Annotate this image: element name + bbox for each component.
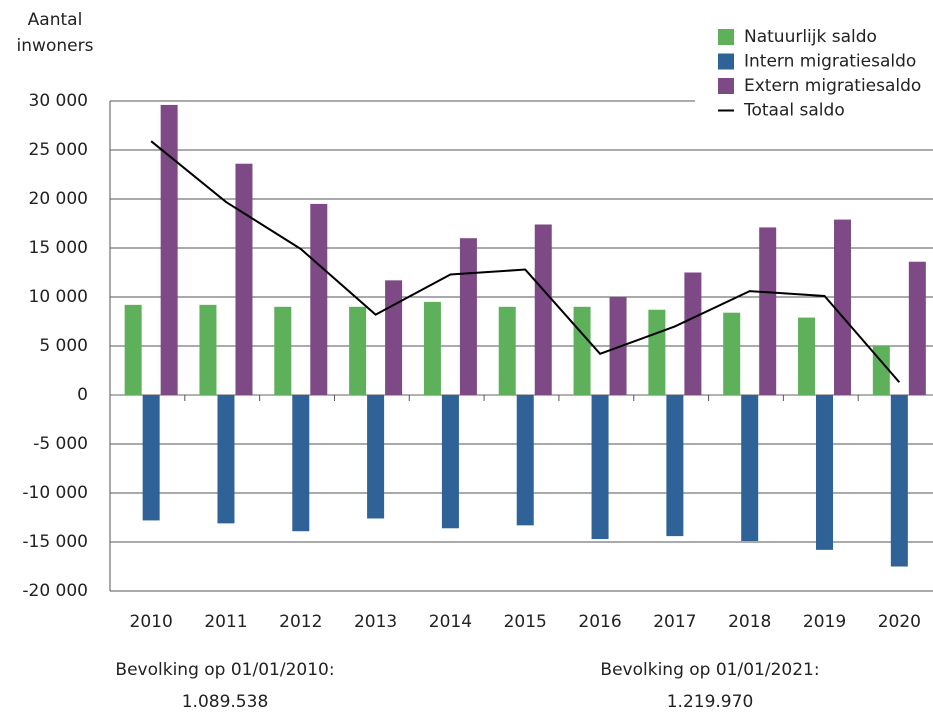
bar <box>816 395 834 550</box>
bar <box>385 280 403 395</box>
y-tick-label: -10 000 <box>22 483 88 503</box>
x-tick-label: 2018 <box>728 612 771 632</box>
bar <box>160 104 178 396</box>
bar <box>367 395 385 519</box>
legend-label: Natuurlijk saldo <box>744 27 877 47</box>
y-tick-label: 5 000 <box>39 336 88 356</box>
x-tick-label: 2019 <box>803 612 846 632</box>
y-tick-label: 25 000 <box>29 140 88 160</box>
bar <box>591 395 609 540</box>
legend-label: Extern migratiesaldo <box>744 76 921 96</box>
annotation: Bevolking op 01/01/2010: <box>115 660 334 680</box>
bar <box>423 301 441 395</box>
legend-label: Intern migratiesaldo <box>744 52 916 72</box>
x-tick-label: 2012 <box>279 612 322 632</box>
bar <box>235 163 253 395</box>
bar <box>684 272 702 395</box>
x-tick-label: 2013 <box>354 612 397 632</box>
x-tick-label: 2010 <box>130 612 173 632</box>
bar <box>872 346 890 395</box>
bar <box>292 395 310 532</box>
bar <box>498 306 516 395</box>
annotation: Bevolking op 01/01/2021: <box>600 660 819 680</box>
y-tick-label: -20 000 <box>22 581 88 601</box>
bar <box>534 224 552 395</box>
bar <box>459 238 477 395</box>
bar <box>199 304 217 395</box>
y-tick-label: 0 <box>77 385 88 405</box>
bar <box>516 395 534 526</box>
y-tick-label: -15 000 <box>22 532 88 552</box>
y-tick-label: 15 000 <box>29 238 88 258</box>
bar <box>142 395 160 521</box>
y-tick-label: 30 000 <box>29 91 88 111</box>
x-tick-label: 2014 <box>429 612 472 632</box>
bar <box>908 261 926 395</box>
x-tick-label: 2017 <box>653 612 696 632</box>
bar <box>723 312 741 395</box>
legend-label: Totaal saldo <box>743 101 845 121</box>
legend-background <box>695 18 933 126</box>
y-axis-label: Aantal <box>28 10 83 30</box>
bar <box>666 395 684 537</box>
line <box>150 140 901 383</box>
legend-swatch <box>718 53 734 70</box>
x-tick-label: 2015 <box>504 612 547 632</box>
bar <box>274 306 292 395</box>
legend-swatch <box>718 78 734 94</box>
y-tick-label: 10 000 <box>29 287 88 307</box>
x-tick-label: 2016 <box>578 612 621 632</box>
bar <box>441 395 459 529</box>
bar <box>759 227 777 395</box>
bar <box>124 304 142 395</box>
annotation: 1.219.970 <box>667 692 754 712</box>
bar <box>648 309 666 395</box>
x-tick-label: 2020 <box>878 612 921 632</box>
y-tick-label: -5 000 <box>33 434 88 454</box>
x-tick-label: 2011 <box>204 612 247 632</box>
bar <box>217 395 235 524</box>
bar <box>890 395 908 567</box>
bar <box>834 219 852 395</box>
y-tick-label: 20 000 <box>29 189 88 209</box>
bar <box>573 306 591 395</box>
bar <box>310 203 328 395</box>
bar <box>609 297 627 395</box>
bar <box>349 306 367 395</box>
legend-swatch <box>718 29 734 45</box>
y-axis-label: inwoners <box>17 36 94 56</box>
bar <box>741 395 759 542</box>
annotation: 1.089.538 <box>182 692 269 712</box>
bar <box>798 317 816 395</box>
